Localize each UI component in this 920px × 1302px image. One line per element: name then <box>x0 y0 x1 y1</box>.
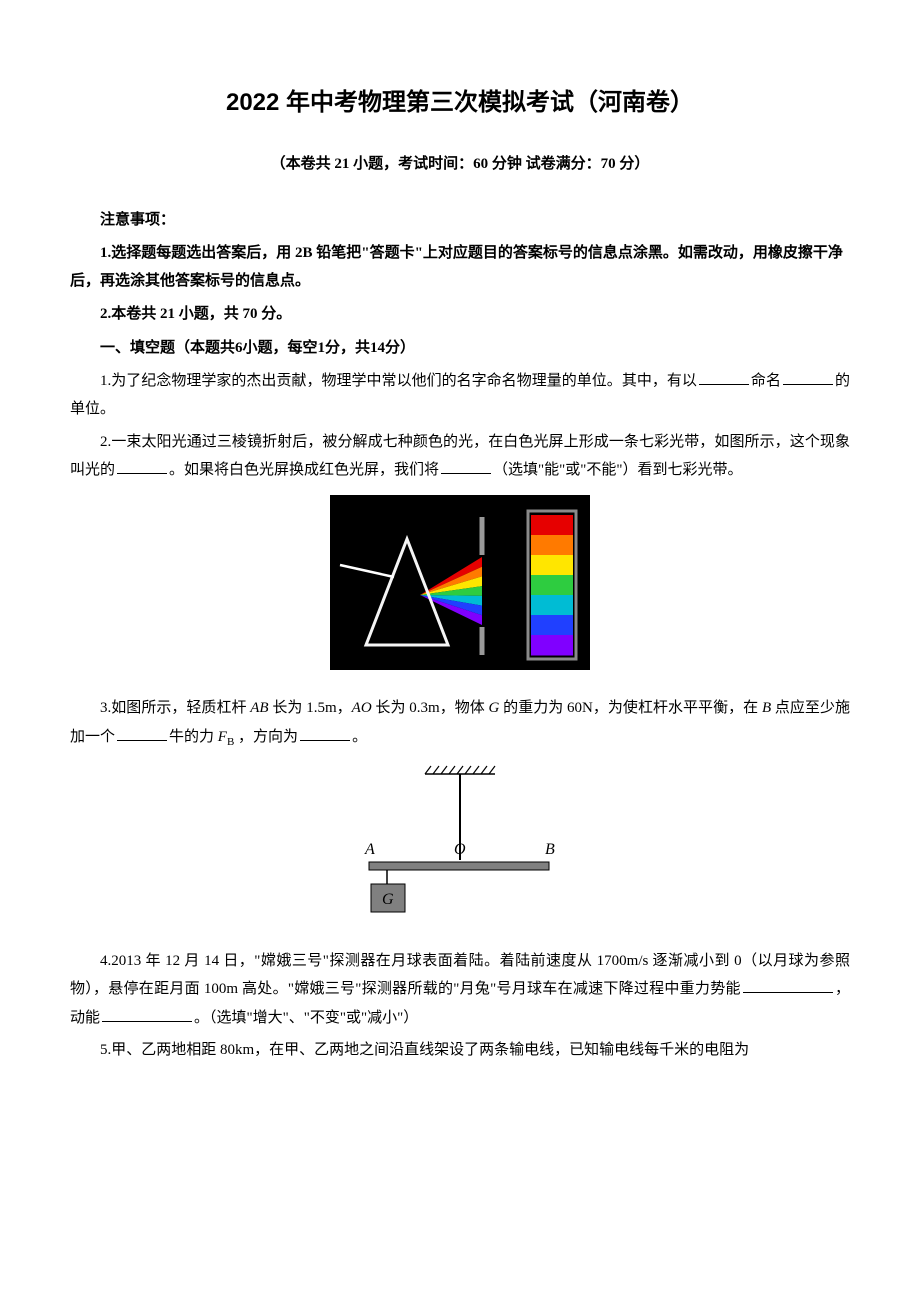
svg-text:B: B <box>545 841 555 858</box>
blank <box>699 370 749 385</box>
q5-text-a: 5.甲、乙两地相距 80km，在甲、乙两地之间沿直线架设了两条输电线，已知输电线… <box>100 1042 749 1058</box>
blank <box>743 978 833 993</box>
question-1: 1.为了纪念物理学家的杰出贡献，物理学中常以他们的名字命名物理量的单位。其中，有… <box>70 367 850 424</box>
exam-subtitle: （本卷共 21 小题，考试时间：60 分钟 试卷满分：70 分） <box>70 150 850 179</box>
question-3: 3.如图所示，轻质杠杆 AB 长为 1.5m，AO 长为 0.3m，物体 G 的… <box>70 694 850 752</box>
question-2: 2.一束太阳光通过三棱镜折射后，被分解成七种颜色的光，在白色光屏上形成一条七彩光… <box>70 428 850 485</box>
q2-text-b: 。如果将白色光屏换成红色光屏，我们将 <box>169 462 439 478</box>
notice-heading: 注意事项： <box>70 206 850 235</box>
svg-text:A: A <box>364 841 375 858</box>
prism-diagram <box>330 495 590 670</box>
q3-ao: AO <box>352 700 372 716</box>
svg-text:G: G <box>382 891 394 908</box>
prism-figure <box>70 495 850 681</box>
blank <box>441 459 491 474</box>
notice-item-1: 1.选择题每题选出答案后，用 2B 铅笔把"答题卡"上对应题目的答案标号的信息点… <box>70 239 850 296</box>
q1-text-a: 1.为了纪念物理学家的杰出贡献，物理学中常以他们的名字命名物理量的单位。其中，有… <box>100 373 697 389</box>
q3-text-d: 的重力为 60N，为使杠杆水平平衡，在 <box>499 700 762 716</box>
q3-text-f: 牛的力 <box>169 729 218 745</box>
notice-item-2: 2.本卷共 21 小题，共 70 分。 <box>70 300 850 329</box>
lever-diagram: A O B G <box>345 762 575 922</box>
q3-text-g2: ，方向为 <box>234 729 298 745</box>
svg-text:O: O <box>454 841 466 858</box>
q1-text-b: 命名 <box>751 373 781 389</box>
q3-g: G <box>489 700 500 716</box>
question-4: 4.2013 年 12 月 14 日，"嫦娥三号"探测器在月球表面着陆。着陆前速… <box>70 947 850 1033</box>
q4-text-a: 4.2013 年 12 月 14 日，"嫦娥三号"探测器在月球表面着陆。着陆前速… <box>70 953 850 998</box>
q4-text-c: 。（选填"增大"、"不变"或"减小"） <box>194 1010 418 1026</box>
q3-text-c: 长为 0.3m，物体 <box>372 700 489 716</box>
blank <box>783 370 833 385</box>
blank <box>102 1007 192 1022</box>
blank <box>117 459 167 474</box>
page-title: 2022 年中考物理第三次模拟考试（河南卷） <box>70 80 850 126</box>
blank <box>117 726 167 741</box>
section-1-heading: 一、填空题（本题共6小题，每空1分，共14分） <box>70 334 850 363</box>
q3-text-b: 长为 1.5m， <box>269 700 352 716</box>
q3-ab: AB <box>250 700 268 716</box>
q2-text-c: （选填"能"或"不能"）看到七彩光带。 <box>493 462 743 478</box>
q3-text-a: 3.如图所示，轻质杠杆 <box>100 700 250 716</box>
blank <box>300 726 350 741</box>
q3-bpt: B <box>762 700 771 716</box>
q3-text-h: 。 <box>352 729 367 745</box>
q3-fb: F <box>218 729 227 745</box>
question-5: 5.甲、乙两地相距 80km，在甲、乙两地之间沿直线架设了两条输电线，已知输电线… <box>70 1036 850 1065</box>
lever-figure: A O B G <box>70 762 850 933</box>
